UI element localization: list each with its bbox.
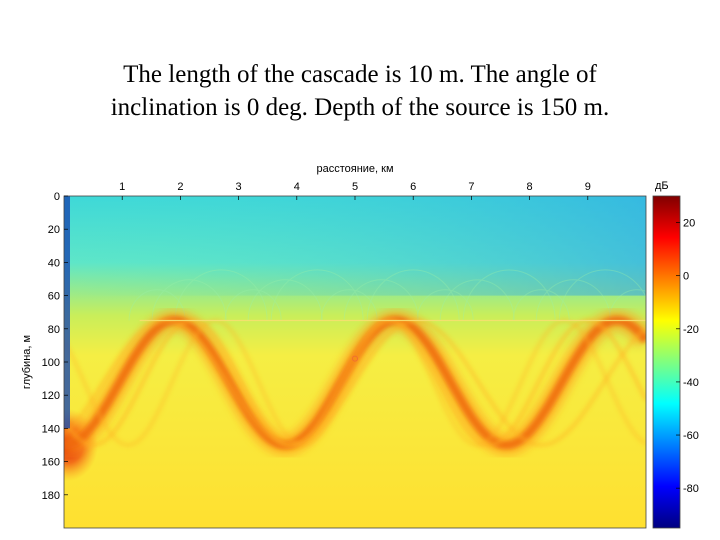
y-tick-label: 60 [48,291,60,303]
interference-arc [128,289,186,321]
x-tick-label: 6 [410,181,416,193]
x-tick-label: 9 [585,181,591,193]
x-tick-label: 5 [352,181,358,193]
interference-arc [512,289,570,321]
colorbar-tick-label: 0 [683,271,689,283]
x-tick-label: 8 [527,181,533,193]
center-marker [352,355,358,362]
y-axis-ticks: 0 20 40 60 80 100 120 140 160 180 [42,191,68,502]
interference-arc [224,289,282,321]
x-tick-label: 4 [294,181,300,193]
secondary-ray [64,318,646,448]
x-tick-label: 2 [177,181,183,193]
slide-title: The length of the cascade is 10 m. The a… [20,58,700,124]
x-axis-ticks: 1 2 3 4 5 6 7 8 9 [119,181,591,200]
slide-title-line-1: The length of the cascade is 10 m. The a… [123,61,597,88]
y-tick-label: 20 [48,224,60,236]
interference-arc [416,289,474,321]
interference-arc [558,269,646,321]
y-axis-label: глубина, м [21,335,33,389]
x-axis-label: расстояние, км [316,163,393,175]
colorbar-tick-label: -40 [683,377,699,389]
interference-arc [462,269,556,321]
y-tick-label: 160 [42,457,60,469]
interference-arc [270,269,364,321]
interference-arc [535,279,611,321]
x-tick-label: 7 [468,181,474,193]
y-tick-label: 140 [42,423,60,435]
interference-arc [343,279,419,321]
x-tick-label: 3 [236,181,242,193]
colorbar-tick-label: 20 [683,218,695,230]
colorbar-tick-label: -20 [683,324,699,336]
interference-arc [439,279,515,321]
y-tick-label: 120 [42,390,60,402]
y-tick-label: 80 [48,324,60,336]
interference-arc [608,289,646,321]
source-column [64,196,70,429]
colorbar-gradient [652,195,681,529]
colorbar-tick-label: -60 [683,430,699,442]
interference-arc [151,279,227,321]
slide-title-line-2: inclination is 0 deg. Depth of the sourc… [110,94,610,121]
y-tick-label: 180 [42,490,60,502]
interference-arc [247,279,323,321]
interference-arc [366,269,460,321]
colorbar: 20 0 -20 -40 -60 -80 [652,195,699,529]
upper-layer-shading [64,196,646,296]
heatmap-field [64,196,646,528]
y-tick-label: 0 [54,191,60,203]
x-tick-label: 1 [119,181,125,193]
y-tick-label: 100 [42,357,60,369]
secondary-ray [64,318,646,448]
colorbar-tick-label: -80 [683,483,699,495]
interference-arc [320,289,378,321]
upper-layer-arcs [128,269,646,321]
colorbar-label: дБ [655,180,669,192]
y-tick-label: 40 [48,257,60,269]
interference-arc [174,269,268,321]
